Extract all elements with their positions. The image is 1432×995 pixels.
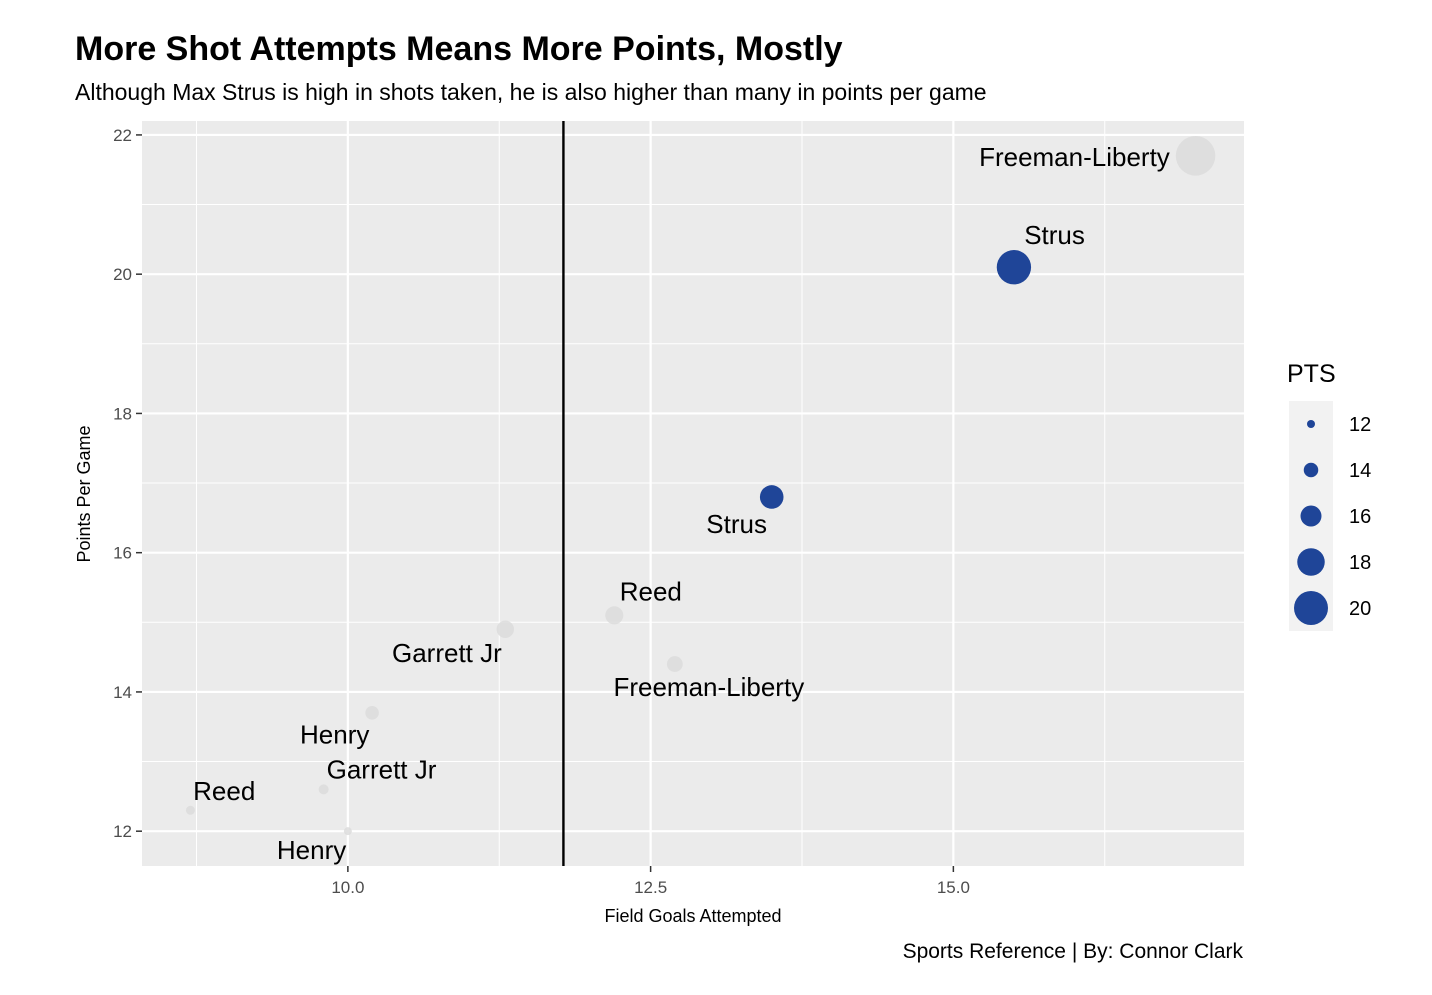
legend-key-label: 14 (1349, 460, 1371, 482)
point-label: Henry (277, 835, 346, 865)
data-point (666, 656, 683, 672)
y-tick-label: 14 (113, 683, 132, 702)
point-label: Garrett Jr (327, 754, 437, 784)
legend-key-circle (1300, 505, 1322, 527)
data-point-highlight (996, 250, 1032, 285)
point-label: Strus (706, 509, 767, 539)
legend-key-label: 12 (1349, 414, 1371, 436)
data-point (605, 606, 624, 625)
data-point (185, 805, 195, 815)
y-axis-label: Points Per Game (74, 425, 94, 562)
legend-key-label: 16 (1349, 506, 1371, 528)
point-label: Reed (620, 576, 682, 606)
data-point-highlight (759, 485, 784, 509)
legend-key-circle (1307, 420, 1315, 428)
point-label: Henry (300, 720, 369, 750)
y-tick-label: 12 (113, 822, 132, 841)
size-legend: PTS 12 14 16 18 20 (1287, 360, 1371, 631)
point-label: Reed (193, 776, 255, 806)
chart-title: More Shot Attempts Means More Points, Mo… (75, 30, 843, 68)
x-tick-label: 12.5 (634, 878, 667, 897)
point-label: Freeman-Liberty (979, 142, 1170, 172)
y-tick-label: 20 (113, 265, 132, 284)
data-point (1175, 136, 1216, 176)
data-point (343, 827, 352, 836)
y-tick-label: 16 (113, 544, 132, 563)
data-points (185, 136, 1216, 836)
data-point (318, 784, 329, 795)
point-label: Freeman-Liberty (613, 672, 804, 702)
point-labels: Reed Garrett Jr Henry Henry Garrett Jr Reed Fr… (193, 142, 1170, 865)
point-label: Strus (1024, 220, 1085, 250)
data-point (365, 706, 379, 720)
chart-caption: Sports Reference | By: Connor Clark (903, 940, 1244, 963)
legend-key-circle (1303, 462, 1319, 478)
legend-key-label: 20 (1349, 598, 1371, 620)
legend-key-circle (1297, 548, 1325, 576)
legend-key-label: 18 (1349, 552, 1371, 574)
legend-title: PTS (1287, 360, 1336, 388)
chart-subtitle: Although Max Strus is high in shots take… (75, 79, 987, 105)
y-tick-label: 18 (113, 404, 132, 423)
data-point (496, 620, 515, 638)
x-tick-label: 10.0 (331, 878, 364, 897)
y-tick-label: 22 (113, 126, 132, 145)
x-axis-label: Field Goals Attempted (604, 906, 781, 926)
x-axis-ticks: 10.0 12.5 15.0 (331, 866, 970, 897)
grid-lines (142, 121, 1244, 866)
plot-panel (142, 121, 1244, 866)
point-label: Garrett Jr (392, 638, 502, 668)
y-axis-ticks: 12 14 16 18 20 22 (113, 126, 142, 841)
x-tick-label: 15.0 (937, 878, 970, 897)
legend-key-circle (1294, 591, 1328, 625)
